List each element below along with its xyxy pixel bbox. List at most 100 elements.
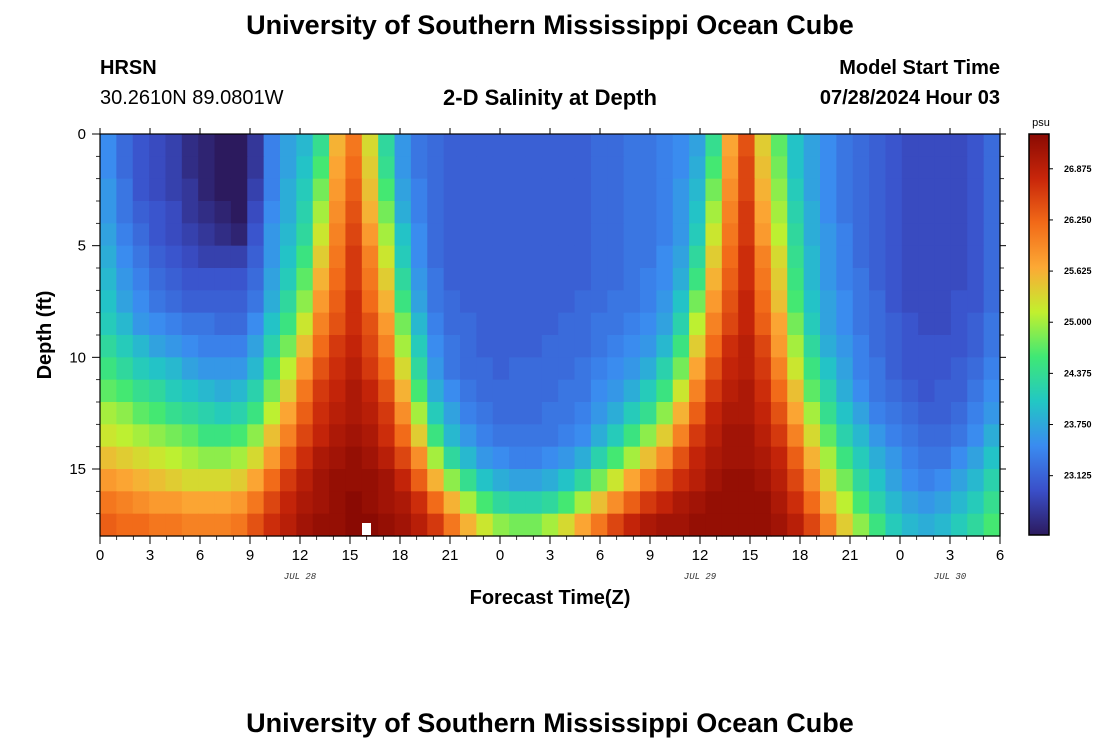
heatmap-cell (198, 312, 216, 336)
heatmap-cell (836, 335, 854, 358)
heatmap-cell (770, 268, 788, 291)
salinity-depth-chart: 0 3 6 9 12 15 18 21 0 3 6 9 12 15 18 21 0 3 6 JUL 28 JUL 29 J… (34, 117, 1092, 609)
heatmap-cell (132, 424, 150, 448)
date-label: JUL 30 (934, 572, 967, 582)
heatmap-cell (361, 491, 379, 515)
heatmap-cell (918, 312, 936, 336)
x-tick-label: 18 (792, 547, 809, 564)
heatmap-cell (541, 379, 559, 403)
heatmap-cell (623, 268, 641, 291)
heatmap-cell (280, 268, 297, 291)
heatmap-cell (656, 402, 674, 425)
heatmap-cell (869, 335, 887, 358)
heatmap-cell (361, 335, 379, 358)
heatmap-cell (623, 424, 641, 448)
heatmap-cell (280, 402, 297, 425)
heatmap-cell (836, 402, 854, 425)
heatmap-cell (378, 335, 396, 358)
heatmap-cell (329, 357, 347, 381)
heatmap-cell (901, 156, 919, 180)
heatmap-cell (460, 201, 477, 224)
heatmap-cell (312, 513, 330, 537)
heatmap-cell (918, 424, 936, 448)
heatmap-cell (443, 335, 461, 358)
heatmap-cell (410, 312, 428, 336)
heatmap-cell (427, 245, 445, 269)
heatmap-cell (934, 201, 952, 224)
heatmap-cell (918, 178, 936, 202)
heatmap-cell (607, 357, 625, 381)
heatmap-cell (672, 357, 690, 381)
heatmap-cell (705, 290, 723, 314)
heatmap-cell (721, 424, 739, 448)
heatmap-cell (754, 335, 772, 358)
colorbar-ticks: 23.125 23.750 24.375 25.000 25.625 26.250 26.8… (1049, 164, 1092, 481)
heatmap-cell (869, 379, 887, 403)
heatmap-cell (427, 446, 445, 470)
heatmap-cell (787, 245, 805, 269)
heatmap-cell (754, 156, 772, 180)
heatmap-cell (361, 223, 379, 247)
heatmap-cell (689, 335, 707, 358)
heatmap-cell (640, 290, 657, 314)
station-name: HRSN (100, 57, 157, 79)
heatmap-cell (394, 469, 412, 492)
heatmap-cell (247, 357, 265, 381)
heatmap-cell (950, 357, 968, 381)
heatmap-cell (934, 268, 952, 291)
heatmap-cell (460, 245, 477, 269)
heatmap-cell (247, 134, 265, 157)
heatmap-cell (443, 446, 461, 470)
heatmap-cell (541, 134, 559, 157)
heatmap-cell (640, 223, 657, 247)
heatmap-cell (296, 290, 314, 314)
x-tick-label: 0 (496, 547, 504, 564)
heatmap-cell (689, 156, 707, 180)
heatmap-cell (230, 513, 248, 537)
heatmap-cell (476, 491, 494, 515)
heatmap-cell (312, 469, 330, 492)
heatmap-cell (721, 513, 739, 537)
heatmap-cell (721, 201, 739, 224)
heatmap-cell (672, 201, 690, 224)
heatmap-cell (689, 134, 707, 157)
heatmap-cell (983, 134, 1001, 157)
heatmap-cell (476, 201, 494, 224)
heatmap-cell (361, 402, 379, 425)
heatmap-cell (116, 335, 134, 358)
heatmap-cell (149, 178, 167, 202)
heatmap-cell (967, 469, 985, 492)
heatmap-cell (230, 268, 248, 291)
heatmap-cell (198, 379, 216, 403)
heatmap-cell (100, 268, 117, 291)
heatmap-cell (230, 469, 248, 492)
heatmap-cell (165, 357, 183, 381)
heatmap-cell (656, 290, 674, 314)
heatmap-cell (770, 469, 788, 492)
heatmap-cell (541, 335, 559, 358)
heatmap-cell (885, 379, 903, 403)
heatmap-cell (312, 491, 330, 515)
heatmap-cell (852, 134, 870, 157)
heatmap-cell (345, 134, 363, 157)
heatmap-cell (918, 223, 936, 247)
heatmap-cell (721, 290, 739, 314)
heatmap-cell (263, 312, 281, 336)
heatmap-cell (394, 424, 412, 448)
heatmap-cell (214, 201, 232, 224)
heatmap-cell (787, 513, 805, 537)
heatmap-cell (656, 134, 674, 157)
heatmap-cell (280, 178, 297, 202)
heatmap-cell (934, 469, 952, 492)
heatmap-cell (427, 134, 445, 157)
heatmap-cell (181, 402, 199, 425)
heatmap-cell (901, 268, 919, 291)
heatmap-cell (100, 178, 117, 202)
heatmap-cell (983, 491, 1001, 515)
heatmap-cell (852, 290, 870, 314)
heatmap-cell (689, 245, 707, 269)
heatmap-cell (852, 178, 870, 202)
heatmap-cell (329, 290, 347, 314)
heatmap-cell (672, 245, 690, 269)
heatmap-cell (410, 178, 428, 202)
